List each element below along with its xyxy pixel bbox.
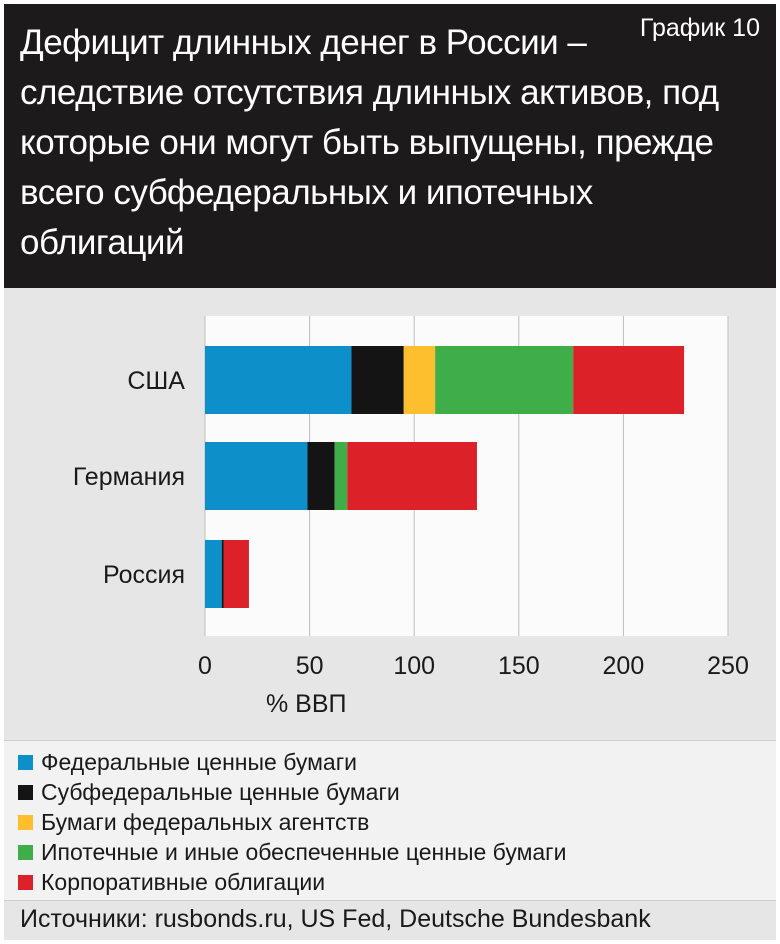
bar-segment-0-4 <box>573 346 685 414</box>
bar-segment-1-1 <box>307 442 335 510</box>
bar-segment-2-0 <box>205 540 222 608</box>
source-text: Источники: rusbonds.ru, US Fed, Deutsche… <box>20 905 651 933</box>
legend-swatch-1 <box>18 784 33 800</box>
legend-item-3: Ипотечные и иные обеспеченные ценные бум… <box>18 837 566 867</box>
bar-segment-0-0 <box>205 346 352 414</box>
legend-swatch-4 <box>18 874 33 890</box>
bar-segment-0-2 <box>403 346 436 414</box>
x-tick-label-1: 50 <box>296 652 324 680</box>
legend-swatch-2 <box>18 814 33 830</box>
x-tick-label-5: 250 <box>707 652 749 680</box>
legend-label-0: Федеральные ценные бумаги <box>41 748 357 775</box>
legend-label-4: Корпоративные облигации <box>41 868 326 895</box>
plot-area: США Германия Россия 0 50 100 150 200 250 % ВВП <box>4 288 776 740</box>
legend-label-2: Бумаги федеральных агентств <box>41 808 370 835</box>
x-axis-label: % ВВП <box>266 690 347 718</box>
category-label-0: США <box>127 367 185 395</box>
chart-title: Дефицит длинных денег в России – следств… <box>20 23 719 262</box>
legend-item-2: Бумаги федеральных агентств <box>18 807 369 837</box>
bar-segment-0-1 <box>351 346 404 414</box>
x-tick-label-3: 150 <box>498 652 540 680</box>
x-tick-label-0: 0 <box>198 652 212 680</box>
legend-item-1: Субфедеральные ценные бумаги <box>18 777 400 807</box>
legend-item-4: Корпоративные облигации <box>18 867 325 897</box>
source-bar: Источники: rusbonds.ru, US Fed, Deutsche… <box>4 900 776 940</box>
bar-segment-0-3 <box>435 346 574 414</box>
legend-label-1: Субфедеральные ценные бумаги <box>41 778 400 805</box>
x-tick-label-2: 100 <box>393 652 435 680</box>
legend-label-3: Ипотечные и иные обеспеченные ценные бум… <box>41 838 567 865</box>
legend-swatch-0 <box>18 754 33 770</box>
bar-segment-2-4 <box>223 540 249 608</box>
category-label-1: Германия <box>73 463 185 491</box>
bar-segment-1-3 <box>334 442 348 510</box>
figure-label: График 10 <box>639 14 760 42</box>
legend: Федеральные ценные бумаги Субфедеральные … <box>4 740 776 901</box>
chart-header: Дефицит длинных денег в России – следств… <box>4 4 776 288</box>
bar-segment-1-4 <box>347 442 477 510</box>
bar-segment-2-1 <box>221 540 224 608</box>
bar-chart: США Германия Россия 0 50 100 150 200 250 % ВВП <box>73 316 749 718</box>
legend-item-0: Федеральные ценные бумаги <box>18 747 357 777</box>
x-tick-label-4: 200 <box>603 652 645 680</box>
bar-segment-1-0 <box>205 442 308 510</box>
category-label-2: Россия <box>103 561 185 589</box>
legend-swatch-3 <box>18 844 33 860</box>
chart-card: Дефицит длинных денег в России – следств… <box>4 4 776 940</box>
